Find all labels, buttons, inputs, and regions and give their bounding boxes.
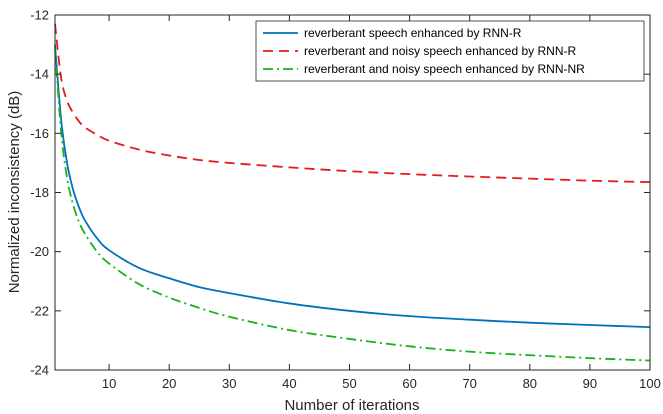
x-tick-label: 20 (162, 376, 176, 391)
x-tick-label: 40 (282, 376, 296, 391)
series-layer (54, 23, 651, 362)
series-line-2 (54, 23, 651, 184)
y-tick-label: -22 (30, 303, 49, 318)
x-tick-label: 60 (402, 376, 416, 391)
x-axis-title: Number of iterations (284, 397, 419, 414)
y-tick-label: -12 (30, 8, 49, 23)
y-tick-label: -20 (30, 244, 49, 259)
x-tick-label: 30 (222, 376, 236, 391)
y-axis: -24 -22 -20 -18 -16 -14 -12 (30, 8, 650, 378)
y-tick-label: -16 (30, 126, 49, 141)
x-tick-label: 10 (102, 376, 116, 391)
y-tick-label: -14 (30, 67, 49, 82)
x-tick-label: 70 (462, 376, 476, 391)
series-line-3 (54, 47, 651, 362)
y-tick-label: -18 (30, 185, 49, 200)
y-tick-label: -24 (30, 363, 49, 378)
legend: reverberant speech enhanced by RNN-R reve… (255, 20, 645, 82)
legend-label-3: reverberant and noisy speech enhanced by… (304, 62, 585, 76)
x-axis: 10 20 30 40 50 60 70 80 90 100 (102, 15, 661, 391)
series-line-1 (54, 44, 651, 328)
x-tick-label: 100 (639, 376, 661, 391)
x-tick-label: 90 (583, 376, 597, 391)
legend-box (255, 20, 645, 82)
x-tick-label: 50 (342, 376, 356, 391)
x-tick-label: 80 (523, 376, 537, 391)
legend-label-1: reverberant speech enhanced by RNN-R (304, 26, 522, 40)
legend-label-2: reverberant and noisy speech enhanced by… (304, 44, 576, 58)
y-axis-title: Normalized inconsistency (dB) (6, 91, 23, 294)
